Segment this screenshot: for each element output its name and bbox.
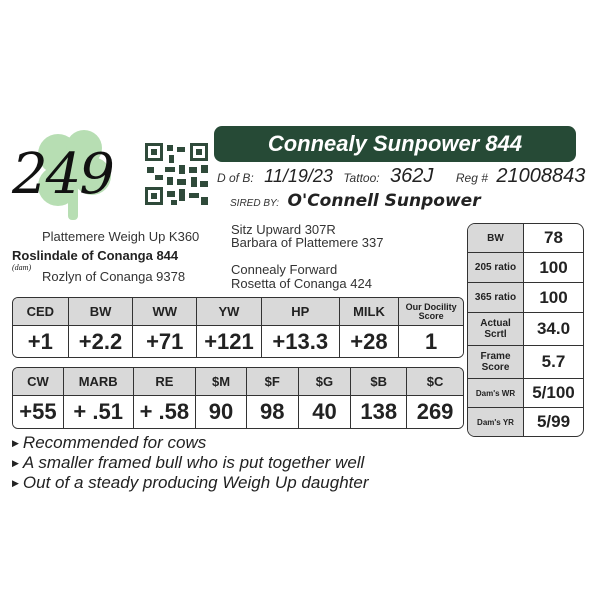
header-re: RE xyxy=(133,368,197,396)
epd-table-2: CW MARB RE $M $F $G $B $C +55 + .51 + .5… xyxy=(12,367,464,429)
tattoo-label: Tattoo: xyxy=(343,171,380,185)
value-g: 40 xyxy=(298,396,352,428)
side-value: 100 xyxy=(539,287,568,307)
header-ced: CED xyxy=(13,298,69,326)
side-value: 34.0 xyxy=(536,319,571,338)
animal-name-banner: Connealy Sunpower 844 xyxy=(214,126,576,162)
birth-info-line: D of B: 11/19/23 Tattoo: 362J Reg # 2100… xyxy=(217,165,585,188)
sire-name: O'Connell Sunpower xyxy=(287,191,481,211)
shamrock-icon xyxy=(38,130,111,220)
side-label: BW xyxy=(468,224,524,252)
triangle-bullet-icon: ▶ xyxy=(12,438,19,448)
side-label: 205 ratio xyxy=(468,253,524,282)
note-text: Recommended for cows xyxy=(22,433,207,452)
header-marb: MARB xyxy=(63,368,134,396)
side-row: Dam's YR 5/99 xyxy=(468,408,583,436)
header-ww: WW xyxy=(133,298,198,326)
mgs-dam: Rosetta of Conanga 424 xyxy=(231,276,372,291)
value-b: 138 xyxy=(351,396,408,428)
tattoo-value: 362J xyxy=(390,165,434,187)
value-docility: 1 xyxy=(399,326,463,357)
header-m: $M xyxy=(196,368,247,396)
value-f: 98 xyxy=(246,396,299,428)
value-m: 90 xyxy=(196,396,247,428)
note-item: ▶ A smaller framed bull who is put togeth… xyxy=(12,453,364,473)
dam-name: Roslindale of Conanga 844 xyxy=(12,248,179,263)
sired-by-label: SIRED BY: xyxy=(230,198,280,209)
reg-label: Reg # xyxy=(455,171,488,185)
sire-line: SIRED BY: O'Connell Sunpower xyxy=(230,191,481,211)
dam-label: (dam) xyxy=(12,263,32,272)
note-text: A smaller framed bull who is put togethe… xyxy=(22,453,365,472)
header-milk: MILK xyxy=(339,298,400,326)
epd-table-1: CED BW WW YW HP MILK Our Docility Score … xyxy=(12,297,464,358)
lot-number: 249 xyxy=(12,142,115,207)
triangle-bullet-icon: ▶ xyxy=(12,458,19,468)
sire-dam: Barbara of Plattemere 337 xyxy=(231,235,384,250)
value-c: 269 xyxy=(407,396,463,428)
header-bw: BW xyxy=(68,298,134,326)
side-row: Frame Score 5.7 xyxy=(468,346,583,379)
mgs-sire: Connealy Forward xyxy=(231,262,338,277)
header-b: $B xyxy=(351,368,408,396)
header-yw: YW xyxy=(197,298,262,326)
side-value: 78 xyxy=(544,228,563,247)
value-re: + .58 xyxy=(133,396,197,428)
side-value: 5.7 xyxy=(541,352,566,371)
side-row: 365 ratio 100 xyxy=(468,283,583,313)
value-yw: +121 xyxy=(197,326,262,357)
value-cw: +55 xyxy=(13,396,64,428)
header-c: $C xyxy=(407,368,463,396)
header-cw: CW xyxy=(13,368,64,396)
side-label: Dam's WR xyxy=(468,379,524,407)
side-value: 5/100 xyxy=(532,383,575,402)
side-row: Dam's WR 5/100 xyxy=(468,379,583,408)
header-hp: HP xyxy=(261,298,340,326)
side-row: Actual Scrtl 34.0 xyxy=(468,313,583,346)
side-row: BW 78 xyxy=(468,224,583,253)
qr-code-icon[interactable] xyxy=(145,143,208,205)
value-milk: +28 xyxy=(339,326,400,357)
value-hp: +13.3 xyxy=(261,326,340,357)
dob-value: 11/19/23 xyxy=(264,166,333,186)
value-ww: +71 xyxy=(133,326,198,357)
side-value: 100 xyxy=(539,257,568,277)
side-label: Frame Score xyxy=(468,346,524,378)
dob-label: D of B: xyxy=(217,171,254,185)
header-docility: Our Docility Score xyxy=(399,298,463,326)
note-item: ▶ Recommended for cows xyxy=(12,433,206,453)
side-row: 205 ratio 100 xyxy=(468,253,583,283)
reg-value: 21008843 xyxy=(496,165,586,187)
triangle-bullet-icon: ▶ xyxy=(12,478,19,488)
side-label: Dam's YR xyxy=(468,408,524,436)
note-item: ▶ Out of a steady producing Weigh Up daug… xyxy=(12,473,369,493)
value-marb: + .51 xyxy=(63,396,134,428)
side-label: Actual Scrtl xyxy=(468,313,524,345)
side-value: 5/99 xyxy=(536,412,571,431)
value-ced: +1 xyxy=(13,326,69,357)
header-f: $F xyxy=(246,368,299,396)
dam-sire: Plattemere Weigh Up K360 xyxy=(42,229,200,244)
note-text: Out of a steady producing Weigh Up daugh… xyxy=(22,473,369,492)
performance-table: BW 78 205 ratio 100 365 ratio 100 Actual Sc… xyxy=(467,223,584,437)
sire-sire: Sitz Upward 307R xyxy=(231,222,336,237)
side-label: 365 ratio xyxy=(468,283,524,312)
value-bw: +2.2 xyxy=(68,326,134,357)
dam-dam: Rozlyn of Conanga 9378 xyxy=(42,269,186,284)
header-g: $G xyxy=(298,368,352,396)
